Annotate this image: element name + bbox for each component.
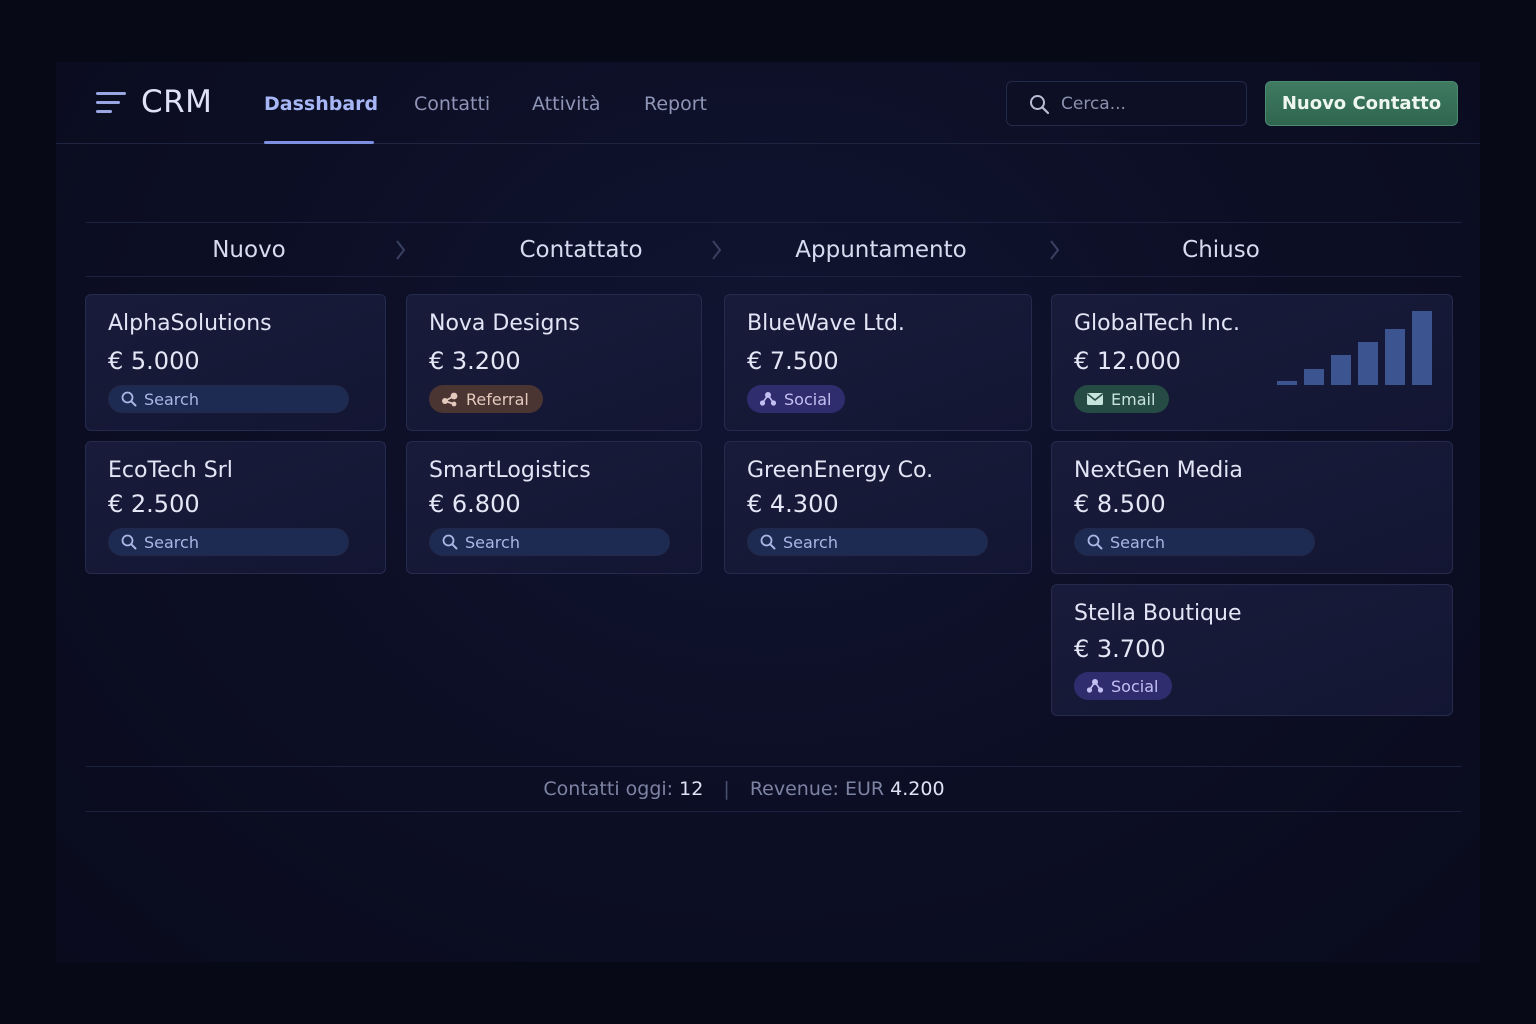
source-tag: Search [429, 528, 670, 556]
new-contact-button[interactable]: Nuovo Contatto [1265, 81, 1458, 126]
deal-card[interactable]: NextGen Media € 8.500 Search [1051, 441, 1453, 574]
revenue-value: 4.200 [890, 778, 945, 800]
deal-name: Stella Boutique [1074, 601, 1242, 626]
stage-chiuso: Chiuso [1182, 237, 1260, 263]
deal-amount: € 3.700 [1074, 635, 1166, 663]
deal-amount: € 5.000 [108, 347, 200, 375]
pipeline-stages-header: Nuovo Contattato Appuntamento Chiuso [86, 222, 1462, 277]
deal-amount: € 12.000 [1074, 347, 1181, 375]
deal-name: GlobalTech Inc. [1074, 311, 1240, 336]
deal-card[interactable]: AlphaSolutions € 5.000 Search [85, 294, 386, 431]
mini-bar [1304, 369, 1324, 385]
search-input[interactable] [1061, 82, 1241, 125]
network-icon [1086, 679, 1104, 693]
mini-bar-chart [1277, 311, 1437, 385]
chevron-right-icon [1050, 240, 1060, 260]
deal-name: GreenEnergy Co. [747, 458, 934, 483]
source-label: Search [144, 389, 199, 409]
source-label: Email [1111, 389, 1156, 409]
source-label: Social [784, 389, 832, 409]
source-label: Search [144, 532, 199, 552]
source-tag: Social [747, 385, 846, 413]
deal-amount: € 8.500 [1074, 490, 1166, 518]
deal-card[interactable]: GreenEnergy Co. € 4.300 Search [724, 441, 1032, 574]
search-icon [1030, 95, 1050, 115]
nav-report[interactable]: Report [644, 93, 707, 115]
search-icon [760, 534, 776, 550]
source-tag: Social [1074, 672, 1173, 700]
mini-bar [1358, 342, 1378, 385]
deal-amount: € 2.500 [108, 490, 200, 518]
stage-appuntamento: Appuntamento [795, 237, 967, 263]
deal-card[interactable]: GlobalTech Inc. € 12.000 Email [1051, 294, 1453, 431]
revenue-label: Revenue: EUR [749, 778, 885, 800]
nav-dashboard[interactable]: Dasshbard [264, 93, 379, 115]
source-label: Search [1110, 532, 1165, 552]
top-navigation-bar: CRM Dasshbard Contatti Attività Report N… [56, 62, 1480, 144]
deal-amount: € 3.200 [429, 347, 521, 375]
stats-bar: Contatti oggi: 12 | Revenue: EUR 4.200 [86, 766, 1462, 812]
source-tag: Search [108, 385, 349, 413]
active-tab-indicator [264, 141, 374, 144]
mini-bar [1331, 355, 1351, 385]
stats-summary: Contatti oggi: 12 | Revenue: EUR 4.200 [86, 778, 1402, 800]
mini-bar [1412, 311, 1432, 385]
deal-card[interactable]: Nova Designs € 3.200 Referral [406, 294, 702, 431]
stage-nuovo: Nuovo [212, 237, 286, 263]
deal-name: BlueWave Ltd. [747, 311, 905, 336]
deal-name: EcoTech Srl [108, 458, 233, 483]
nav-contatti[interactable]: Contatti [414, 93, 491, 115]
deal-name: NextGen Media [1074, 458, 1243, 483]
source-tag: Search [1074, 528, 1315, 556]
search-icon [121, 534, 137, 550]
source-label: Social [1111, 676, 1159, 696]
menu-icon[interactable] [96, 92, 126, 114]
deal-name: SmartLogistics [429, 458, 591, 483]
deal-amount: € 4.300 [747, 490, 839, 518]
source-tag: Search [747, 528, 988, 556]
source-label: Search [783, 532, 838, 552]
contacts-today-label: Contatti oggi: [543, 778, 674, 800]
deal-card[interactable]: SmartLogistics € 6.800 Search [406, 441, 702, 574]
search-icon [121, 391, 137, 407]
app-window: CRM Dasshbard Contatti Attività Report N… [56, 62, 1480, 962]
share-icon [442, 392, 458, 407]
mini-bar [1277, 381, 1297, 385]
deal-amount: € 6.800 [429, 490, 521, 518]
deal-name: Nova Designs [429, 311, 580, 336]
deal-card[interactable]: BlueWave Ltd. € 7.500 Social [724, 294, 1032, 431]
search-icon [442, 534, 458, 550]
deal-card[interactable]: EcoTech Srl € 2.500 Search [85, 441, 386, 574]
search-box[interactable] [1006, 81, 1247, 126]
source-tag: Search [108, 528, 349, 556]
contacts-today-value: 12 [679, 778, 704, 800]
source-tag: Email [1074, 385, 1170, 413]
search-icon [1087, 534, 1103, 550]
chevron-right-icon [396, 240, 406, 260]
nav-attivita[interactable]: Attività [532, 93, 601, 115]
chevron-right-icon [712, 240, 722, 260]
app-brand: CRM [141, 84, 213, 120]
network-icon [759, 392, 777, 406]
source-tag: Referral [429, 385, 543, 413]
stage-contattato: Contattato [519, 237, 643, 263]
mini-bar [1385, 329, 1405, 385]
deal-amount: € 7.500 [747, 347, 839, 375]
deal-name: AlphaSolutions [108, 311, 272, 336]
source-label: Referral [466, 389, 529, 409]
stats-separator: | [723, 778, 730, 800]
email-icon [1087, 393, 1103, 405]
deal-card[interactable]: Stella Boutique € 3.700 Social [1051, 584, 1453, 716]
source-label: Search [465, 532, 520, 552]
